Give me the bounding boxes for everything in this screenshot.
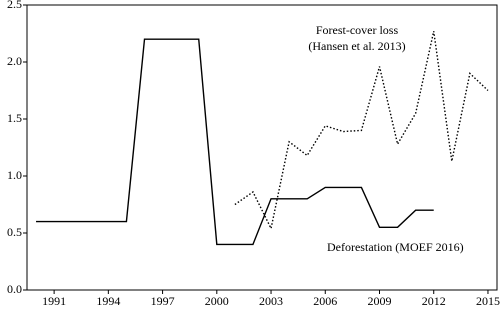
series-label: Deforestation (MOEF 2016) [327, 240, 464, 254]
x-tick-label: 2006 [313, 294, 337, 308]
x-tick-label: 2012 [422, 294, 446, 308]
series-label: Forest-cover loss [316, 23, 399, 37]
y-tick-label: 0.5 [7, 225, 22, 239]
y-tick-label: 0.0 [7, 282, 22, 296]
x-tick-label: 2015 [476, 294, 500, 308]
x-tick-label: 2009 [368, 294, 392, 308]
plot-frame [26, 4, 498, 291]
x-tick-label: 2003 [259, 294, 283, 308]
y-tick-label: 2.5 [7, 0, 22, 11]
series-source: (Hansen et al. 2013) [308, 39, 405, 53]
x-tick-label: 1994 [96, 294, 120, 308]
x-tick-label: 2000 [205, 294, 229, 308]
y-tick-label: 1.5 [7, 111, 22, 125]
y-tick-label: 2.0 [7, 54, 22, 68]
series-line [234, 31, 489, 231]
y-tick-label: 1.0 [7, 168, 22, 182]
series-line [36, 38, 434, 246]
x-tick-label: 1991 [42, 294, 66, 308]
x-tick-label: 1997 [151, 294, 175, 308]
